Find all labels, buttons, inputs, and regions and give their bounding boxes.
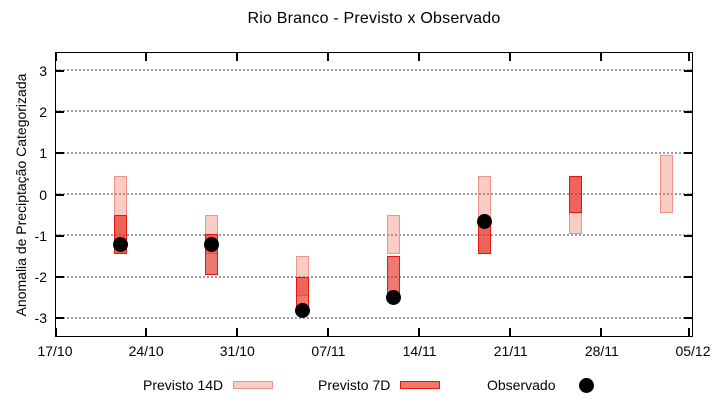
x-tick-label: 07/11: [311, 343, 346, 359]
x-tick-mark: [509, 53, 512, 61]
y-gridline: [56, 234, 692, 237]
previsto-14d-bar: [660, 155, 674, 214]
y-tick-mark: [56, 276, 64, 279]
observado-dot: [294, 302, 310, 318]
x-tick-label: 24/10: [128, 343, 164, 359]
y-tick-mark: [684, 234, 692, 237]
x-tick-mark: [144, 53, 147, 61]
y-gridline: [56, 110, 692, 113]
y-gridline: [56, 275, 692, 278]
y-tick-mark: [684, 110, 692, 113]
x-tick-mark: [55, 328, 57, 336]
y-tick-mark: [56, 234, 64, 237]
x-tick-label: 05/12: [675, 343, 711, 359]
x-tick-mark: [418, 53, 421, 61]
y-tick-label: 1: [39, 145, 47, 162]
observado-dot: [112, 236, 128, 252]
x-tick-mark: [144, 328, 147, 336]
y-tick-mark: [684, 69, 692, 72]
y-tick-label: -3: [34, 310, 47, 327]
previsto-7d-swatch-icon: [400, 381, 441, 389]
x-tick-label: 31/10: [219, 343, 255, 359]
observado-dot: [477, 213, 493, 229]
y-tick-label: -2: [34, 269, 47, 286]
legend-label-observado: Observado: [487, 377, 556, 393]
y-tick-mark: [56, 193, 64, 196]
legend-label-previsto-14d: Previsto 14D: [143, 377, 224, 393]
y-gridline: [56, 316, 692, 319]
observado-dot: [386, 290, 402, 306]
previsto-7d-bar: [569, 175, 583, 214]
previsto-14d-swatch-icon: [233, 381, 274, 389]
x-tick-label: 21/11: [493, 343, 528, 359]
y-tick-mark: [56, 110, 64, 113]
y-tick-label: 0: [39, 186, 47, 203]
legend-label-previsto-7d: Previsto 7D: [318, 377, 391, 393]
chart-title: Rio Branco - Previsto x Observado: [247, 10, 501, 27]
legend-item-previsto-14d: Previsto 14D: [143, 376, 274, 394]
observado-dot-icon: [579, 377, 595, 393]
y-gridline: [56, 151, 692, 154]
y-gridline: [56, 69, 692, 72]
legend: Previsto 14D Previsto 7D Observado: [0, 376, 720, 396]
x-tick-mark: [600, 53, 603, 61]
x-tick-mark: [235, 328, 238, 336]
y-tick-mark: [684, 152, 692, 155]
observado-dot: [203, 236, 219, 252]
y-tick-label: 3: [39, 62, 47, 79]
y-tick-label: 2: [39, 103, 47, 120]
x-tick-mark: [688, 328, 690, 336]
x-tick-mark: [600, 328, 603, 336]
y-tick-mark: [56, 69, 64, 72]
y-tick-mark: [56, 152, 64, 155]
previsto-14d-bar: [387, 215, 401, 255]
y-tick-mark: [684, 317, 692, 320]
legend-item-previsto-7d: Previsto 7D: [318, 376, 441, 394]
x-tick-mark: [326, 53, 329, 61]
x-tick-mark: [326, 328, 329, 336]
y-tick-label: -1: [34, 227, 47, 244]
y-tick-mark: [684, 193, 692, 196]
x-tick-label: 17/10: [37, 343, 73, 359]
legend-item-observado: Observado: [487, 376, 595, 394]
x-tick-mark: [55, 53, 57, 61]
y-gridline: [56, 193, 692, 195]
y-tick-mark: [56, 317, 64, 320]
x-tick-mark: [235, 53, 238, 61]
x-tick-mark: [418, 328, 421, 336]
x-tick-mark: [509, 328, 512, 336]
x-tick-label: 28/11: [584, 343, 619, 359]
y-tick-mark: [684, 276, 692, 279]
x-tick-label: 14/11: [402, 343, 437, 359]
x-tick-mark: [688, 53, 690, 61]
plot-area: [55, 52, 693, 337]
